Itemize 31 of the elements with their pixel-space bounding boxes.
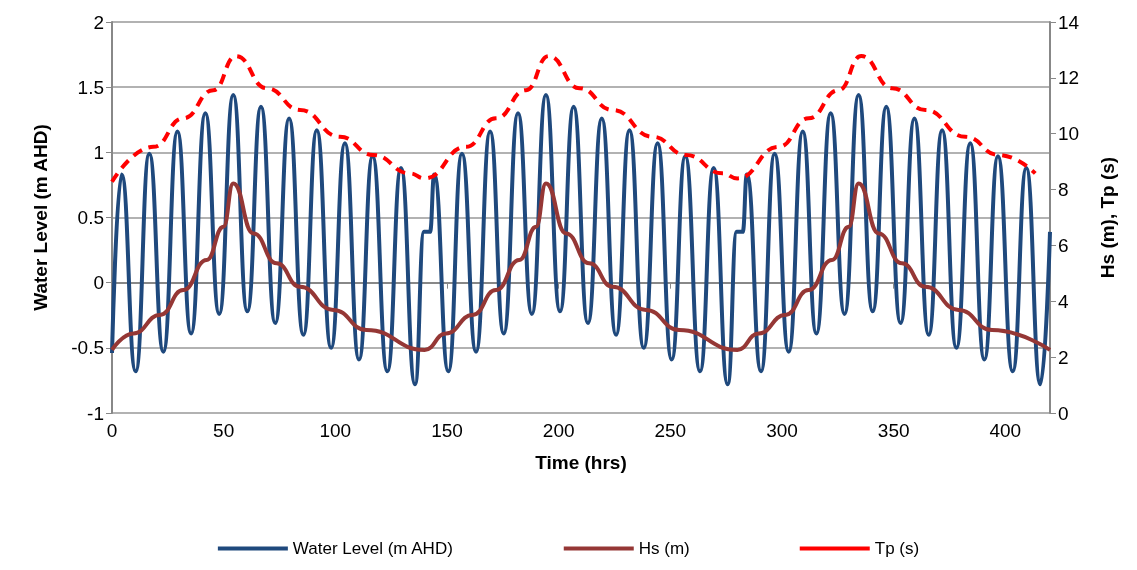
- y-tick-label: 2: [93, 11, 104, 33]
- y2-tick-label: 0: [1058, 402, 1069, 424]
- legend-label: Tp (s): [874, 539, 920, 558]
- y2-tick-label: 10: [1058, 123, 1080, 145]
- y2-axis-title: Hs (m), Tp (s): [1097, 156, 1118, 279]
- line-series: [110, 54, 1038, 184]
- y2-tick-label: 14: [1058, 11, 1080, 33]
- y-axis-title: Water Level (m AHD): [30, 124, 51, 311]
- legend-label: Water Level (m AHD): [292, 539, 453, 558]
- x-tick-label: 150: [431, 420, 463, 441]
- y2-tick-label: 2: [1058, 346, 1069, 368]
- x-tick-label: 350: [877, 420, 910, 441]
- x-tick-label: 400: [989, 420, 1022, 441]
- x-tick-label: 100: [319, 420, 352, 441]
- y2-tick-label: 12: [1058, 67, 1080, 89]
- y-tick-label: 0: [93, 272, 104, 294]
- y-tick-label: -0.5: [71, 337, 104, 359]
- y2-tick-label: 8: [1058, 179, 1069, 201]
- legend-label: Hs (m): [638, 539, 690, 558]
- y-tick-label: 0.5: [77, 207, 104, 228]
- y-tick-label: 1.5: [77, 76, 104, 98]
- x-tick-label: 50: [213, 420, 235, 441]
- y-tick-label: -1: [87, 402, 104, 424]
- x-tick-label: 250: [654, 420, 687, 441]
- x-axis-title: Time (hrs): [535, 452, 627, 473]
- x-tick-label: 300: [766, 420, 798, 441]
- x-tick-label: 0: [106, 420, 118, 441]
- y2-tick-label: 4: [1058, 290, 1069, 312]
- y2-tick-label: 6: [1058, 234, 1069, 256]
- y-tick-label: 1: [93, 141, 104, 163]
- x-tick-label: 200: [542, 420, 575, 441]
